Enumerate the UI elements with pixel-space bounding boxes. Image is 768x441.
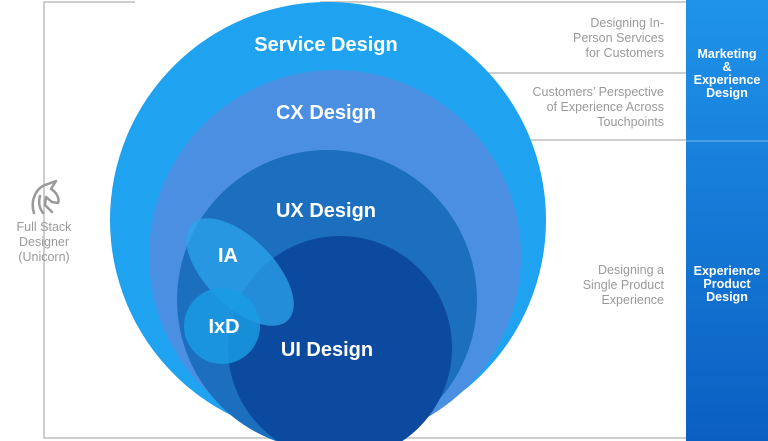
bar-line: Design — [706, 290, 748, 304]
bar-line: Experience — [693, 264, 761, 278]
description-line: Experience — [601, 293, 664, 307]
bar-line: Product — [703, 277, 751, 291]
description-line: Designing In- — [590, 16, 664, 30]
bar-line: & — [722, 60, 732, 74]
bar-label-marketing: Marketing & Experience Design — [686, 48, 768, 100]
bar-line: Marketing — [697, 47, 757, 61]
bar-line: Design — [706, 86, 748, 100]
unicorn-label-line: Full Stack — [16, 220, 72, 234]
description-line: for Customers — [585, 46, 665, 60]
label-ia: IA — [218, 245, 238, 267]
description-line: Designing a — [597, 263, 664, 277]
unicorn-label: Full Stack Designer (Unicorn) — [0, 220, 88, 265]
description-cx: Customers’ Perspective of Experience Acr… — [532, 85, 664, 130]
description-service: Designing In- Person Services for Custom… — [573, 16, 664, 61]
description-product: Designing a Single Product Experience — [583, 263, 664, 308]
description-line: Touchpoints — [597, 115, 664, 129]
label-service-design: Service Design — [254, 34, 397, 56]
label-ui-design: UI Design — [281, 339, 373, 361]
circle-ixd — [184, 288, 260, 364]
label-ixd: IxD — [208, 316, 239, 338]
unicorn-label-line: Designer — [18, 235, 70, 249]
description-line: Person Services — [572, 31, 664, 45]
unicorn-label-line: (Unicorn) — [18, 250, 70, 264]
ellipse-ia — [186, 218, 294, 326]
description-line: of Experience Across — [546, 100, 664, 114]
description-line: Single Product — [582, 278, 664, 292]
bar-label-product: Experience Product Design — [686, 265, 768, 304]
category-bar — [686, 0, 768, 441]
label-ux-design: UX Design — [276, 200, 376, 222]
description-line: Customers’ Perspective — [532, 85, 664, 99]
bar-line: Experience — [693, 73, 761, 87]
unicorn-icon — [31, 179, 60, 215]
label-cx-design: CX Design — [276, 102, 376, 124]
